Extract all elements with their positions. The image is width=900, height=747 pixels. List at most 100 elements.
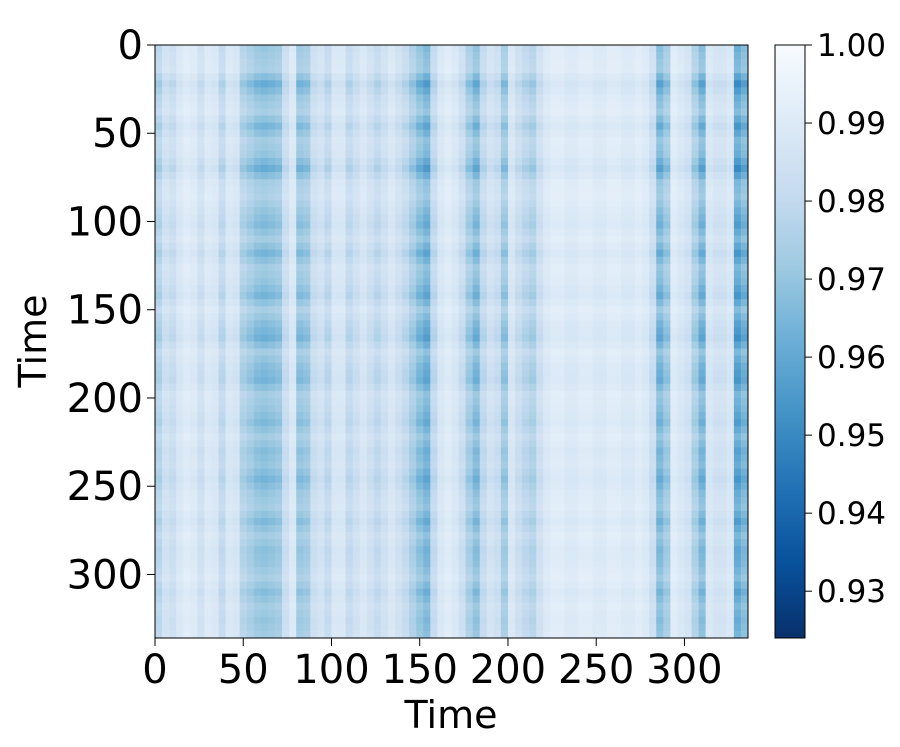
heatmap-cell xyxy=(437,362,445,371)
heatmap-cell xyxy=(218,80,226,88)
heatmap-cell xyxy=(698,242,707,251)
heatmap-cell xyxy=(472,362,481,371)
heatmap-cell xyxy=(500,355,509,364)
heatmap-cell xyxy=(606,157,615,166)
heatmap-cell xyxy=(733,80,742,88)
heatmap-cell xyxy=(317,101,325,109)
heatmap-cell xyxy=(543,242,551,251)
heatmap-cell xyxy=(486,108,495,116)
heatmap-cell xyxy=(458,87,467,95)
heatmap-cell xyxy=(691,256,699,265)
heatmap-cell xyxy=(663,186,671,194)
heatmap-cell xyxy=(479,249,488,258)
heatmap-cell xyxy=(479,426,488,434)
heatmap-cell xyxy=(670,313,678,321)
heatmap-cell xyxy=(211,136,219,145)
heatmap-cell xyxy=(578,136,587,145)
heatmap-cell xyxy=(458,193,467,201)
heatmap-cell xyxy=(642,207,650,215)
heatmap-cell xyxy=(557,397,565,406)
heatmap-cell xyxy=(176,334,184,342)
heatmap-cell xyxy=(656,193,664,201)
heatmap-cell xyxy=(726,129,735,138)
heatmap-cell xyxy=(380,383,389,392)
heatmap-cell xyxy=(465,228,474,237)
heatmap-cell xyxy=(663,200,671,208)
heatmap-cell xyxy=(733,122,742,131)
heatmap-cell xyxy=(225,405,234,413)
heatmap-cell xyxy=(253,172,262,180)
heatmap-cell xyxy=(656,376,664,385)
heatmap-cell xyxy=(515,59,523,67)
heatmap-cell xyxy=(458,52,467,60)
heatmap-cell xyxy=(409,263,417,272)
heatmap-cell xyxy=(246,59,255,67)
heatmap-cell xyxy=(282,193,290,201)
heatmap-cell xyxy=(239,52,248,60)
heatmap-cell xyxy=(458,221,467,229)
heatmap-cell xyxy=(359,207,368,215)
heatmap-cell xyxy=(571,157,579,166)
heatmap-cell xyxy=(296,179,304,187)
heatmap-cell xyxy=(402,299,410,307)
heatmap-cell xyxy=(430,348,438,357)
heatmap-cell xyxy=(691,87,699,95)
heatmap-cell xyxy=(387,440,396,448)
heatmap-cell xyxy=(698,270,707,279)
heatmap-cell xyxy=(529,334,537,342)
heatmap-cell xyxy=(275,108,283,116)
heatmap-cell xyxy=(395,45,403,53)
heatmap-cell xyxy=(719,447,728,455)
heatmap-cell xyxy=(176,461,184,469)
heatmap-cell xyxy=(677,45,685,53)
heatmap-cell xyxy=(465,157,474,166)
heatmap-cell xyxy=(500,299,509,307)
heatmap-cell xyxy=(698,165,707,173)
heatmap-cell xyxy=(359,426,368,434)
heatmap-cell xyxy=(232,376,241,385)
heatmap-cell xyxy=(465,362,474,371)
heatmap-cell xyxy=(225,228,234,237)
heatmap-cell xyxy=(726,228,735,237)
heatmap-cell xyxy=(458,397,467,406)
heatmap-cell xyxy=(606,327,615,335)
heatmap-cell xyxy=(430,277,438,286)
heatmap-cell xyxy=(183,426,191,434)
heatmap-cell xyxy=(733,256,742,265)
heatmap-cell xyxy=(515,369,523,378)
heatmap-cell xyxy=(472,341,481,349)
heatmap-cell xyxy=(197,433,205,441)
heatmap-cell xyxy=(183,214,191,222)
heatmap-cell xyxy=(493,228,502,237)
heatmap-cell xyxy=(620,214,629,222)
heatmap-cell xyxy=(698,299,707,307)
heatmap-cell xyxy=(225,235,234,244)
heatmap-cell xyxy=(395,390,403,399)
heatmap-cell xyxy=(338,334,347,342)
heatmap-cell xyxy=(303,186,311,194)
heatmap-cell xyxy=(515,52,523,60)
heatmap-cell xyxy=(282,277,290,286)
heatmap-cell xyxy=(296,94,304,102)
heatmap-cell xyxy=(515,207,523,215)
heatmap-cell xyxy=(649,412,657,420)
heatmap-cell xyxy=(162,419,170,427)
heatmap-cell xyxy=(465,115,474,124)
heatmap-cell xyxy=(169,129,177,138)
heatmap-cell xyxy=(677,59,685,67)
heatmap-cell xyxy=(550,101,558,109)
heatmap-cell xyxy=(571,66,579,74)
heatmap-cell xyxy=(423,101,431,109)
heatmap-cell xyxy=(409,327,417,335)
heatmap-cell xyxy=(373,186,382,194)
heatmap-cell xyxy=(444,390,452,399)
heatmap-cell xyxy=(359,143,368,152)
heatmap-cell xyxy=(296,369,304,378)
heatmap-cell xyxy=(543,306,551,314)
heatmap-cell xyxy=(592,270,601,279)
heatmap-cell xyxy=(246,334,255,342)
heatmap-cell xyxy=(345,73,354,81)
heatmap-cell xyxy=(373,397,382,406)
heatmap-cell xyxy=(211,270,219,279)
heatmap-cell xyxy=(218,179,226,187)
